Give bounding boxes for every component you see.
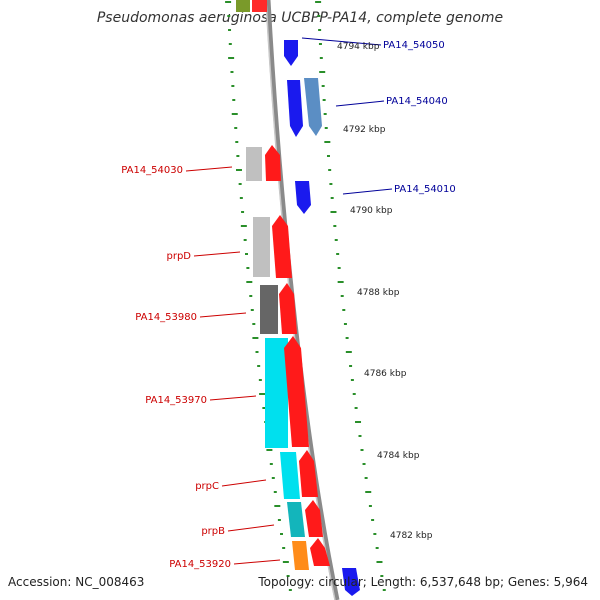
outer-tick-track [315, 1, 386, 591]
scale-label: 4788 kbp [357, 288, 400, 298]
gene-feature[interactable] [265, 338, 288, 448]
gene-feature-forward[interactable] [299, 450, 318, 497]
gene-feature-forward[interactable] [284, 336, 309, 447]
gene-label[interactable]: PA14_54030 [121, 165, 183, 176]
gene-feature-reverse[interactable] [284, 40, 298, 66]
scale-label: 4792 kbp [343, 125, 386, 135]
gene-label[interactable]: PA14_53980 [135, 312, 197, 323]
gene-feature-reverse[interactable] [304, 78, 322, 136]
gene-feature[interactable] [246, 147, 262, 181]
scale-label: 4784 kbp [377, 451, 420, 461]
gene-label[interactable]: PA14_54050 [383, 40, 445, 51]
gene-feature-forward[interactable] [272, 215, 292, 278]
gene-label[interactable]: prpC [195, 481, 219, 492]
gene-label[interactable]: PA14_53920 [169, 559, 231, 570]
gene-feature [236, 0, 250, 12]
gene-label[interactable]: PA14_54040 [386, 96, 448, 107]
gene-feature[interactable] [287, 502, 305, 537]
gene-feature-forward[interactable] [279, 283, 297, 334]
gene-feature-reverse[interactable] [295, 181, 311, 214]
gene-feature-reverse[interactable] [342, 568, 360, 596]
inner-tick-track [225, 1, 292, 591]
gene-label[interactable]: prpD [166, 251, 191, 262]
scale-label: 4794 kbp [337, 42, 380, 52]
gene-label[interactable]: PA14_53970 [145, 395, 207, 406]
gene-label-connectors-right [301, 37, 393, 195]
genome-backbone [265, 0, 340, 600]
gene-feature-reverse[interactable] [287, 80, 303, 137]
topology-text: Topology: circular; Length: 6,537,648 bp… [258, 575, 588, 589]
gene-label[interactable]: PA14_54010 [394, 184, 456, 195]
gene-feature[interactable] [253, 217, 270, 277]
gene-feature-forward[interactable] [265, 145, 281, 181]
scale-label: 4790 kbp [350, 206, 393, 216]
scale-label: 4786 kbp [364, 369, 407, 379]
map-title: Pseudomonas aeruginosa UCBPP-PA14, compl… [96, 10, 504, 26]
gene-feature-forward[interactable] [305, 500, 323, 537]
scale-label: 4782 kbp [390, 531, 433, 541]
gene-feature-forward[interactable] [310, 538, 330, 566]
gene-label[interactable]: prpB [201, 526, 225, 537]
topology-value: Topology: circular; Length: 6,537,648 bp… [258, 575, 588, 589]
accession-text: Accession: NC_008463 [8, 575, 145, 589]
gene-feature[interactable] [260, 285, 278, 334]
gene-feature[interactable] [292, 541, 309, 570]
gene-label-connectors-left [185, 166, 281, 565]
gene-feature [252, 0, 267, 12]
gene-feature[interactable] [280, 452, 300, 499]
